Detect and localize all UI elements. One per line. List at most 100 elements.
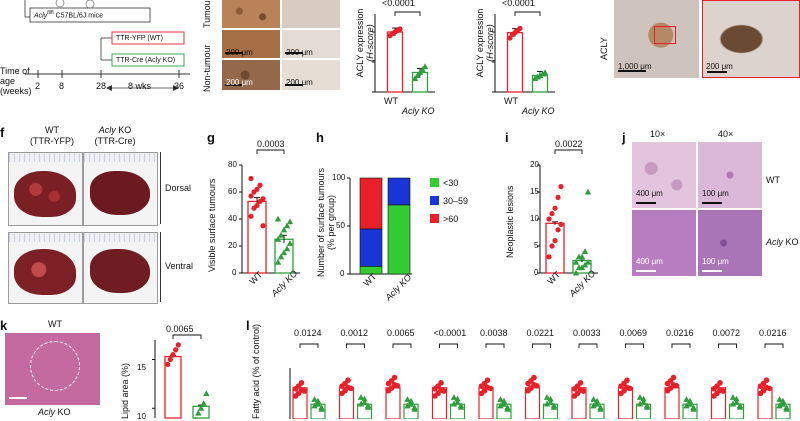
histology-ko-40x (698, 210, 762, 276)
chartA2-bar-0 (506, 31, 524, 93)
chart-l-point-ko-0-0 (311, 402, 318, 409)
panel-k-wt-label: WT (48, 319, 62, 329)
scalebar-400-wt: 400 μm (636, 189, 663, 198)
chart-l-point-ko-2-0 (404, 402, 411, 409)
chart-l-pvalue-6: 0.0033 (573, 328, 601, 338)
wt-arm-label: TTR-YFP (WT) (116, 35, 163, 42)
chartI-point-wt-1 (549, 243, 555, 249)
chartK-point-wt-2 (170, 352, 176, 358)
chart-l-point-ko-10-5 (783, 404, 790, 411)
chart-l-bracket-7 (625, 343, 644, 348)
chartK-point-wt-1 (167, 356, 173, 363)
panel-j-col-10x: 10× (650, 129, 666, 139)
chart-g-ytick-20: 20 (228, 241, 237, 250)
chartA2-point-ko-3 (539, 70, 546, 77)
chartK-bracket (172, 334, 202, 339)
chart-l-pvalue-9: 0.0072 (712, 328, 741, 338)
chart-l-bracket-6 (578, 343, 598, 348)
chartA1-point-wt-4 (397, 26, 403, 32)
chart-i-ylabel: Neoplastic lesions (505, 185, 515, 258)
chartI-point-ko-8 (581, 248, 589, 254)
chart-k-ytick-15: 15 (137, 363, 146, 372)
tick-2: 2 (35, 81, 41, 91)
chart-l-pvalue-0: 0.0124 (294, 328, 322, 338)
acly-stain-label: ACLY (599, 37, 609, 60)
row-nontumour-label: Non-tumour (202, 44, 212, 92)
scalebar-200-a1: 200 μm (226, 48, 253, 57)
chart-l-point-ko-5-5 (550, 402, 558, 409)
chart-l-point-ko-1-1 (361, 395, 368, 402)
chartG-point-ko-9 (286, 218, 294, 225)
liver-photo-ko-ventral (83, 232, 158, 304)
acly-chart-1-xlabel-ko: Acly KO (402, 106, 435, 116)
chart-l-point-ko-1-3 (357, 394, 365, 400)
chartA1-point-ko-1 (414, 72, 421, 79)
chart-l-point-ko-5-4 (547, 399, 554, 405)
chartG-bracket (256, 149, 285, 154)
chartG-point-wt-10 (248, 175, 254, 182)
chart-l-point-ko-3-4 (454, 399, 461, 405)
panel-l-label: l (246, 318, 250, 333)
panel-k-ko-label: Acly KO (38, 407, 71, 417)
chartA1-point-ko-3 (419, 66, 426, 73)
row-tumour-label: Tumour (202, 0, 212, 28)
chartI-point-wt-8 (555, 194, 561, 200)
chartI-point-ko-5 (572, 259, 580, 265)
chart-l-bracket-0 (299, 343, 319, 348)
chart-h-segment-1-1 (387, 177, 411, 206)
chart-l-point-wt-10-5 (760, 380, 767, 387)
chartG-point-ko-10 (274, 215, 282, 222)
chartI-point-ko-9 (584, 188, 592, 195)
chart-l-point-ko-2-5 (411, 404, 418, 411)
chart-l-point-ko-0-4 (314, 401, 322, 407)
chartG-point-ko-0 (274, 259, 282, 265)
acly-chart-1-xlabel-wt: WT (384, 96, 398, 106)
chart-l-point-wt-8-6 (670, 382, 677, 388)
scalebar-100-ko: 100 μm (702, 257, 729, 266)
chart-l-point-wt-10-6 (763, 384, 770, 391)
chart-l-bracket-1 (346, 343, 365, 348)
timeline-diagram (24, 0, 190, 91)
chart-l-point-wt-4-4 (478, 390, 485, 397)
chartI-point-wt-7 (552, 205, 558, 211)
chart-l-point-ko-6-4 (593, 401, 601, 407)
legend-label-30-59: 30–59 (443, 196, 469, 206)
chart-l-bracket-4 (485, 343, 505, 348)
panel-h-label: h (316, 130, 324, 145)
chartG-point-wt-5 (248, 193, 254, 199)
chart-l-point-wt-2-5 (388, 378, 395, 384)
panel-j-row-ko: Acly KO (766, 237, 799, 247)
acly-overview-micrograph (614, 0, 699, 78)
chart-k-ylabel: Lipid area (%) (120, 362, 130, 419)
chart-l-point-ko-4-4 (500, 401, 508, 407)
histology-wt-10x (632, 142, 696, 208)
chart-l-point-ko-0-3 (311, 396, 318, 402)
tumour-micrograph-wt-2 (222, 30, 280, 58)
chartK-point-ko-3 (200, 400, 207, 406)
tick-36: 36 (174, 81, 185, 91)
chartG-point-ko-1 (277, 253, 285, 260)
ventral-label: Ventral (165, 261, 194, 271)
chart-l-point-ko-9-3 (729, 394, 737, 400)
chart-l-point-ko-6-0 (590, 402, 597, 409)
chart-h (347, 177, 412, 275)
mouse-strain-label: Aclyfl/fl C57BL/6J mice (34, 10, 104, 20)
chartI-point-wt-4 (558, 221, 564, 227)
histology-ko-10x (632, 210, 696, 276)
time-of-age-label: Time of age (weeks) (0, 66, 32, 96)
chart-l-bracket-9 (718, 343, 737, 348)
tick-8: 8 (59, 81, 65, 91)
chartI-point-ko-7 (578, 253, 586, 260)
chart-g-ytick-80: 80 (228, 160, 237, 169)
chartI-bracket (554, 149, 583, 154)
chart-g-ytick-60: 60 (228, 187, 237, 196)
chart-l-point-wt-3-6 (438, 387, 444, 393)
acly-chart-2-ylabel: ACLY expression (H-score) (475, 8, 495, 78)
chartK-point-ko-0 (194, 416, 197, 419)
chartA2-point-ko-1 (534, 73, 541, 80)
chart-l-point-wt-0-6 (298, 387, 305, 393)
chart-l-point-wt-8-5 (667, 378, 674, 384)
chart-l-point-ko-3-1 (454, 395, 461, 402)
tick-28: 28 (96, 81, 107, 91)
chart-l-point-ko-9-1 (733, 395, 740, 402)
